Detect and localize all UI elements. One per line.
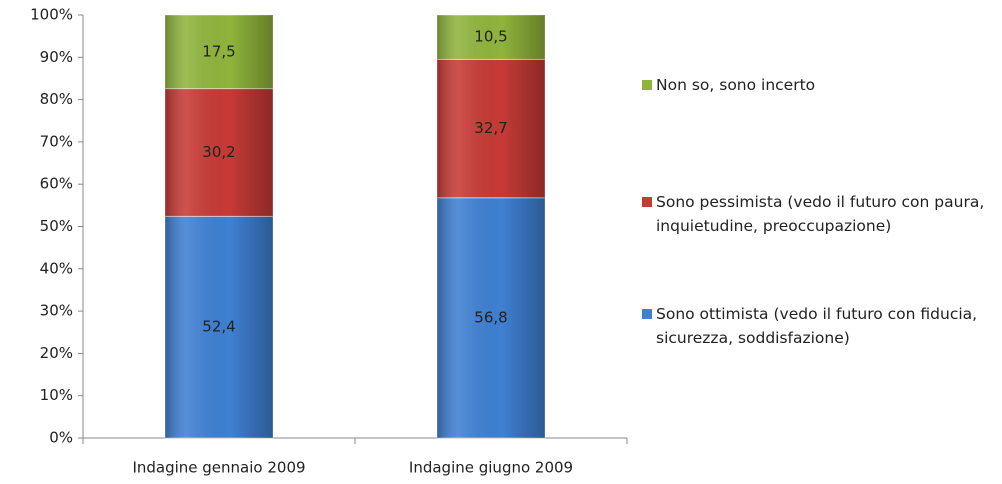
y-tick-label: 60% [40, 175, 73, 193]
legend-item: Sono ottimista (vedo il futuro con fiduc… [642, 302, 1002, 350]
x-tick-label: Indagine giugno 2009 [409, 459, 573, 477]
y-tick-label: 10% [40, 386, 73, 404]
legend-label: Non so, sono incerto [656, 76, 816, 94]
bar-shade [165, 216, 273, 438]
legend-label: Sono pessimista (vedo il futuro con paur… [656, 193, 985, 235]
y-tick-label: 80% [40, 90, 73, 108]
y-tick-label: 40% [40, 259, 73, 277]
data-label: 17,5 [202, 42, 235, 60]
data-label: 32,7 [474, 119, 507, 137]
bar-shade [437, 197, 545, 438]
y-tick-label: 30% [40, 302, 73, 320]
bar-shade [165, 88, 273, 217]
legend-item: Sono pessimista (vedo il futuro con paur… [642, 190, 1002, 238]
y-tick-label: 100% [30, 6, 73, 24]
x-tick-label: Indagine gennaio 2009 [132, 459, 305, 477]
legend-swatch [642, 309, 652, 319]
y-tick-label: 0% [49, 429, 73, 447]
bar-shade [437, 59, 545, 198]
y-tick-label: 20% [40, 344, 73, 362]
bar-shade [165, 15, 273, 89]
y-tick-label: 70% [40, 132, 73, 150]
bar-shade [437, 15, 545, 60]
legend-label: Sono ottimista (vedo il futuro con fiduc… [656, 305, 978, 347]
y-tick-label: 90% [40, 48, 73, 66]
data-label: 52,4 [202, 318, 235, 336]
y-tick-label: 50% [40, 217, 73, 235]
legend-swatch [642, 197, 652, 207]
data-label: 30,2 [202, 143, 235, 161]
legend-swatch [642, 80, 652, 90]
data-label: 56,8 [474, 308, 507, 326]
legend-item: Non so, sono incerto [642, 73, 1002, 97]
data-label: 10,5 [474, 28, 507, 46]
